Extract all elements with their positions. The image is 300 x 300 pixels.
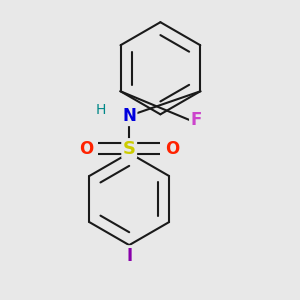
Text: F: F <box>190 111 202 129</box>
Text: O: O <box>165 140 179 158</box>
Text: I: I <box>126 247 132 265</box>
Text: H: H <box>96 103 106 117</box>
Text: S: S <box>123 140 136 158</box>
Text: O: O <box>79 140 93 158</box>
Text: N: N <box>122 107 136 125</box>
